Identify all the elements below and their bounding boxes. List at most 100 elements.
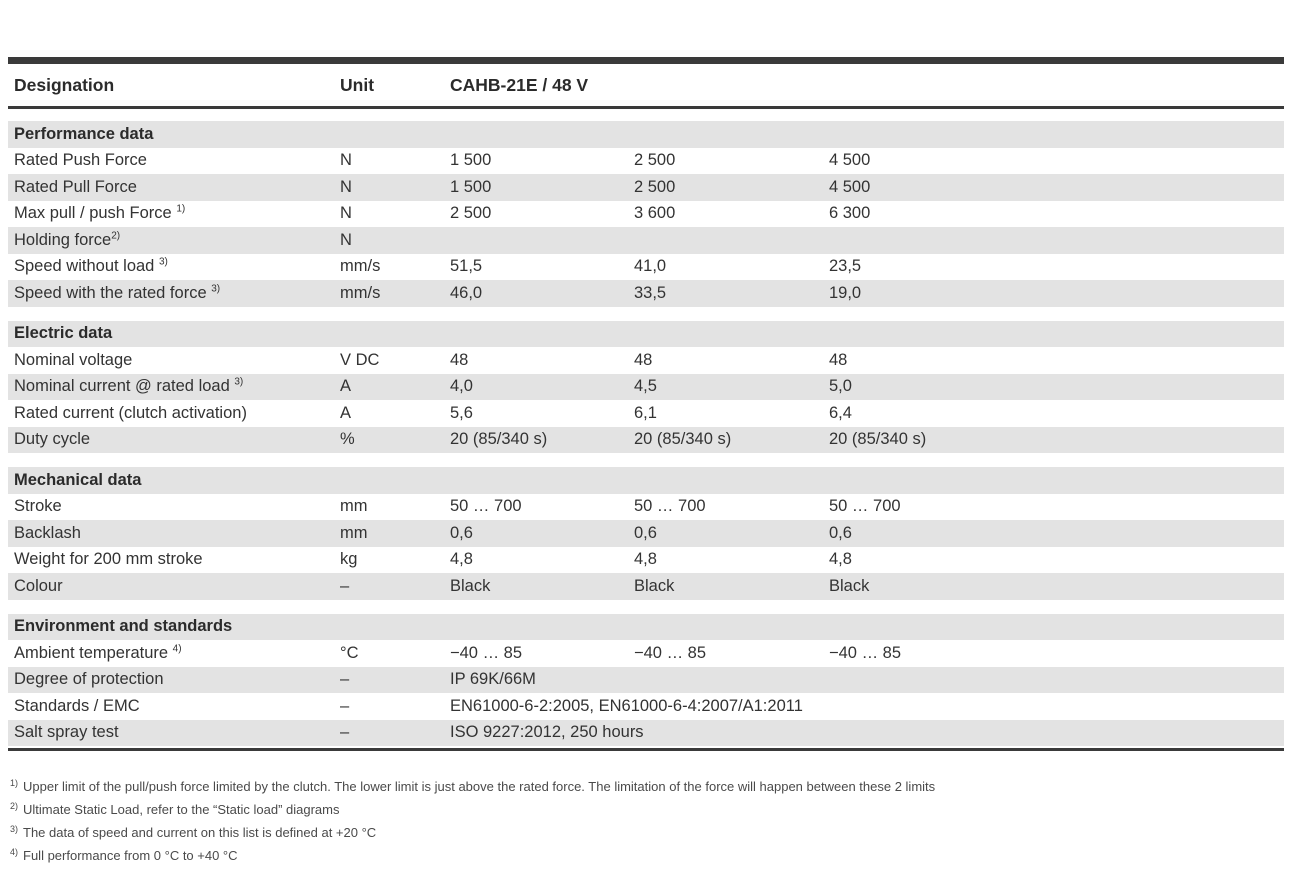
row-label: Rated Push Force bbox=[14, 151, 147, 170]
section-header: Electric data bbox=[8, 320, 1284, 347]
table-row: Ambient temperature 4) °C −40 … 85 −40 … 85… bbox=[8, 640, 1284, 667]
header-unit: Unit bbox=[340, 74, 375, 95]
row-value: 6,4 bbox=[829, 403, 852, 422]
row-value: Black bbox=[829, 576, 870, 595]
row-unit: °C bbox=[340, 643, 359, 662]
row-unit: N bbox=[340, 230, 352, 249]
row-value: 20 (85/340 s) bbox=[450, 430, 548, 449]
table-row: Nominal current @ rated load 3) A 4,0 4,5 5,… bbox=[8, 373, 1284, 400]
table-row: Rated Push Force N 1 500 2 500 4 500 bbox=[8, 147, 1284, 174]
row-label: Speed without load 3) bbox=[14, 256, 168, 276]
spec-table: Designation Unit CAHB-21E / 48 V Perform… bbox=[8, 57, 1284, 867]
row-value: 50 … 700 bbox=[450, 497, 522, 516]
table-row: Degree of protection – IP 69K/66M bbox=[8, 666, 1284, 693]
row-value: Black bbox=[634, 576, 675, 595]
row-value: 50 … 700 bbox=[634, 497, 706, 516]
row-value: 4,5 bbox=[634, 377, 657, 396]
row-unit: N bbox=[340, 151, 352, 170]
row-label: Backlash bbox=[14, 523, 81, 542]
row-unit: V DC bbox=[340, 350, 380, 369]
section-header: Performance data bbox=[8, 121, 1284, 148]
row-unit: mm bbox=[340, 497, 368, 516]
footnote-marker: 1) bbox=[10, 777, 19, 788]
table-row: Standards / EMC – EN61000-6-2:2005, EN6100… bbox=[8, 693, 1284, 720]
row-unit: – bbox=[340, 723, 350, 742]
footnote-text: The data of speed and current on this li… bbox=[23, 825, 377, 840]
row-value: 23,5 bbox=[829, 257, 862, 276]
table-row: Weight for 200 mm stroke kg 4,8 4,8 4,8 bbox=[8, 546, 1284, 573]
row-value: 20 (85/340 s) bbox=[829, 430, 927, 449]
row-value: 2 500 bbox=[450, 204, 492, 223]
row-value: EN61000-6-2:2005, EN61000-6-4:2007/A1:20… bbox=[450, 696, 803, 715]
row-value: 51,5 bbox=[450, 257, 483, 276]
row-value: 4 500 bbox=[829, 177, 871, 196]
table-section: Electric data Nominal voltage V DC 48 48 48 No… bbox=[8, 320, 1284, 453]
footnote-line: 4) Full performance from 0 °C to +40 °C bbox=[10, 844, 1284, 867]
table-row: Colour – Black Black Black bbox=[8, 573, 1284, 600]
table-row: Salt spray test – ISO 9227:2012, 250 hours bbox=[8, 719, 1284, 746]
row-value: IP 69K/66M bbox=[450, 670, 536, 689]
bottom-rule bbox=[8, 748, 1284, 751]
row-value: 1 500 bbox=[450, 151, 492, 170]
row-value: 0,6 bbox=[634, 523, 657, 542]
footnote-text: Ultimate Static Load, refer to the “Stat… bbox=[23, 802, 340, 817]
row-value: 48 bbox=[450, 350, 469, 369]
row-value: 0,6 bbox=[450, 523, 473, 542]
row-label: Ambient temperature 4) bbox=[14, 643, 182, 662]
row-label: Max pull / push Force 1) bbox=[14, 203, 186, 223]
row-label: Rated Pull Force bbox=[14, 177, 137, 196]
row-label: Duty cycle bbox=[14, 430, 91, 449]
row-value: 20 (85/340 s) bbox=[634, 430, 732, 449]
footnote-marker: 2) bbox=[111, 230, 121, 242]
row-value: 4,0 bbox=[450, 377, 473, 396]
row-label: Salt spray test bbox=[14, 723, 119, 742]
row-value: 4,8 bbox=[634, 550, 657, 569]
row-value: 6 300 bbox=[829, 204, 871, 223]
footnote-marker: 3) bbox=[234, 376, 244, 388]
row-label: Holding force2) bbox=[14, 230, 121, 249]
row-value: 2 500 bbox=[634, 151, 676, 170]
row-value: −40 … 85 bbox=[634, 643, 707, 662]
row-label: Nominal current @ rated load 3) bbox=[14, 376, 244, 396]
table-row: Speed with the rated force 3) mm/s 46,0 33,… bbox=[8, 280, 1284, 307]
table-row: Max pull / push Force 1) N 2 500 3 600 6 300 bbox=[8, 200, 1284, 227]
row-label: Degree of protection bbox=[14, 670, 164, 689]
footnote-marker: 3) bbox=[158, 256, 168, 268]
table-row: Rated current (clutch activation) A 5,6 6,1… bbox=[8, 400, 1284, 427]
table-section: Performance data Rated Push Force N 1 500 2 … bbox=[8, 121, 1284, 307]
row-unit: mm bbox=[340, 523, 368, 542]
row-value: −40 … 85 bbox=[450, 643, 523, 662]
row-label: Rated current (clutch activation) bbox=[14, 403, 247, 422]
row-value: Black bbox=[450, 576, 491, 595]
table-row: Backlash mm 0,6 0,6 0,6 bbox=[8, 520, 1284, 547]
footnote-line: 2) Ultimate Static Load, refer to the “St… bbox=[10, 798, 1284, 821]
table-body: Performance data Rated Push Force N 1 500 2 … bbox=[8, 121, 1284, 746]
row-value: 48 bbox=[829, 350, 848, 369]
row-value: 46,0 bbox=[450, 283, 483, 302]
footnote-marker: 2) bbox=[10, 800, 19, 811]
row-value: 0,6 bbox=[829, 523, 852, 542]
table-row: Nominal voltage V DC 48 48 48 bbox=[8, 347, 1284, 374]
row-unit: mm/s bbox=[340, 257, 381, 276]
footnotes: 1) Upper limit of the pull/push force lim… bbox=[8, 775, 1284, 867]
header-designation: Designation bbox=[14, 74, 115, 95]
row-value: 33,5 bbox=[634, 283, 667, 302]
footnote-text: Full performance from 0 °C to +40 °C bbox=[23, 848, 238, 863]
row-unit: N bbox=[340, 177, 352, 196]
row-unit: A bbox=[340, 377, 352, 396]
row-label: Standards / EMC bbox=[14, 696, 140, 715]
row-value: 6,1 bbox=[634, 403, 657, 422]
row-value: 5,0 bbox=[829, 377, 852, 396]
header-model: CAHB-21E / 48 V bbox=[450, 74, 589, 95]
section-header: Environment and standards bbox=[8, 613, 1284, 640]
footnote-text: Upper limit of the pull/push force limit… bbox=[23, 779, 936, 794]
row-unit: – bbox=[340, 670, 350, 689]
footnote-line: 3) The data of speed and current on this … bbox=[10, 821, 1284, 844]
row-value: 4 500 bbox=[829, 151, 871, 170]
top-rule bbox=[8, 57, 1284, 64]
header-rule bbox=[8, 106, 1284, 109]
row-value: 4,8 bbox=[450, 550, 473, 569]
section-header: Mechanical data bbox=[8, 467, 1284, 494]
table-section: Mechanical data Stroke mm 50 … 700 50 … 700 5… bbox=[8, 467, 1284, 600]
table-row: Duty cycle% 20 (85/340 s) 20 (85/340 s) 20 … bbox=[8, 426, 1284, 453]
